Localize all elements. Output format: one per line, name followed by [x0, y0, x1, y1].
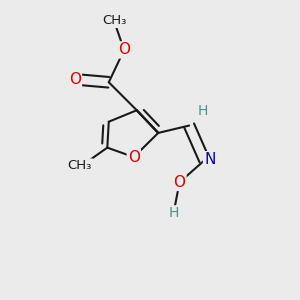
Text: O: O	[128, 150, 140, 165]
Text: CH₃: CH₃	[68, 159, 92, 172]
Text: H: H	[197, 104, 208, 118]
Text: H: H	[169, 206, 179, 220]
Text: O: O	[173, 175, 185, 190]
Text: O: O	[69, 72, 81, 87]
Text: CH₃: CH₃	[103, 14, 127, 27]
Text: O: O	[118, 42, 130, 57]
Text: N: N	[204, 152, 215, 167]
